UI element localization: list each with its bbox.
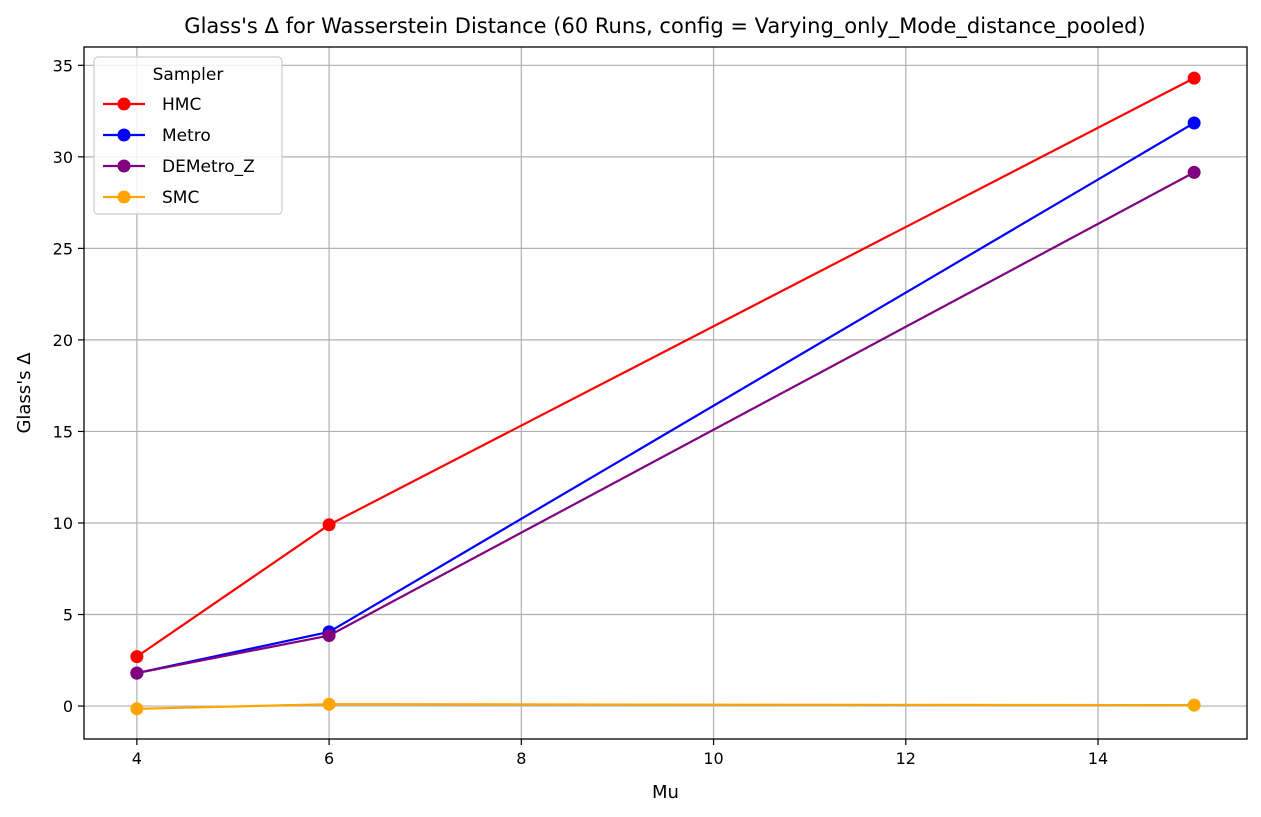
- legend-label: SMC: [162, 188, 199, 208]
- legend-label: Metro: [162, 126, 211, 146]
- data-point-hmc: [130, 650, 144, 664]
- y-tick-label: 35: [53, 56, 73, 75]
- y-axis-label: Glass's Δ: [14, 352, 35, 434]
- plot-frame: [83, 46, 1248, 740]
- legend-frame: [93, 56, 283, 215]
- data-point-hmc: [322, 518, 336, 532]
- x-tick-label: 10: [703, 749, 723, 768]
- x-tick-label: 4: [132, 749, 142, 768]
- legend: Sampler HMC Metro DEMetro_Z SMC: [93, 56, 283, 215]
- legend-title: Sampler: [153, 65, 224, 85]
- legend-entry-smc: SMC: [103, 188, 199, 208]
- legend-label: HMC: [162, 95, 201, 115]
- data-point-hmc: [1187, 71, 1201, 85]
- y-tick-label: 30: [53, 148, 73, 167]
- series-smc: [130, 697, 1201, 716]
- y-tick-label: 5: [63, 606, 73, 625]
- chart-title: Glass's Δ for Wasserstein Distance (60 R…: [184, 14, 1145, 39]
- y-tick-label: 25: [53, 239, 73, 258]
- x-tick-label: 14: [1088, 749, 1108, 768]
- series-hmc: [130, 71, 1201, 664]
- legend-marker: [117, 190, 131, 204]
- x-axis-label: Mu: [652, 782, 679, 803]
- legend-marker: [117, 97, 131, 111]
- data-point-smc: [130, 702, 144, 716]
- axis-ticks: 4 6 8 10 12 14 0 5 10 15 20 25 30 35: [53, 56, 1109, 768]
- x-tick-label: 12: [896, 749, 916, 768]
- legend-entry-metro: Metro: [103, 126, 211, 146]
- data-point-metro: [1187, 116, 1201, 130]
- legend-marker: [117, 128, 131, 142]
- grid: [84, 47, 1247, 739]
- legend-entry-demetro-z: DEMetro_Z: [103, 157, 255, 177]
- legend-label: DEMetro_Z: [162, 157, 255, 177]
- x-tick-label: 6: [324, 749, 334, 768]
- series-layer: [130, 71, 1201, 716]
- data-point-smc: [322, 697, 336, 711]
- y-tick-label: 0: [63, 697, 73, 716]
- data-point-demetro-z: [1187, 165, 1201, 179]
- series-demetro-z: [130, 165, 1201, 680]
- y-tick-label: 15: [53, 422, 73, 441]
- y-tick-label: 10: [53, 514, 73, 533]
- data-point-demetro-z: [322, 629, 336, 643]
- x-tick-label: 8: [516, 749, 526, 768]
- legend-marker: [117, 159, 131, 173]
- data-point-demetro-z: [130, 666, 144, 680]
- data-point-smc: [1187, 698, 1201, 712]
- legend-entry-hmc: HMC: [103, 95, 201, 115]
- legend-entries: HMC Metro DEMetro_Z SMC: [103, 95, 255, 208]
- y-tick-label: 20: [53, 331, 73, 350]
